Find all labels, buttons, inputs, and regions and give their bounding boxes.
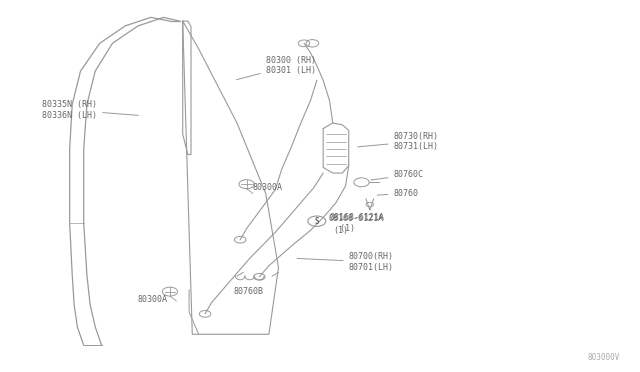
Text: 08168-6121A: 08168-6121A bbox=[328, 214, 383, 223]
Text: 80760B: 80760B bbox=[234, 287, 264, 296]
Text: 80760: 80760 bbox=[377, 189, 419, 198]
Text: 80700(RH)
80701(LH): 80700(RH) 80701(LH) bbox=[297, 252, 394, 272]
Text: 803000V: 803000V bbox=[588, 353, 620, 362]
Text: S: S bbox=[314, 217, 319, 226]
Text: 80760C: 80760C bbox=[371, 170, 424, 180]
Text: 80300 (RH)
80301 (LH): 80300 (RH) 80301 (LH) bbox=[236, 56, 316, 80]
Text: 80730(RH)
80731(LH): 80730(RH) 80731(LH) bbox=[358, 132, 438, 151]
Text: 08168-6121A
  (1): 08168-6121A (1) bbox=[330, 214, 385, 233]
Text: 80335N (RH)
80336N (LH): 80335N (RH) 80336N (LH) bbox=[42, 100, 138, 120]
Text: 80300A: 80300A bbox=[138, 295, 168, 304]
Text: (1): (1) bbox=[333, 226, 348, 235]
Text: 80300A: 80300A bbox=[253, 183, 283, 192]
